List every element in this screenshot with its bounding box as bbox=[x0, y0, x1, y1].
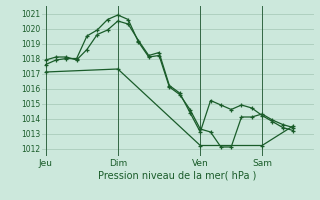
X-axis label: Pression niveau de la mer( hPa ): Pression niveau de la mer( hPa ) bbox=[99, 171, 257, 181]
